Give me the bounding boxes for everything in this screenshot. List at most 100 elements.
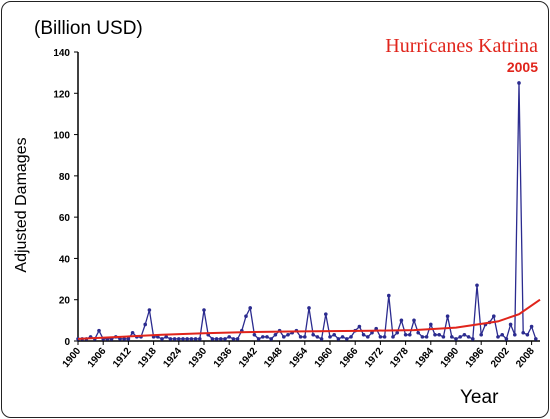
data-point: [517, 81, 521, 85]
data-point: [534, 337, 538, 341]
data-point: [454, 337, 458, 341]
data-point: [492, 314, 496, 319]
data-point: [261, 335, 265, 339]
data-point: [273, 333, 278, 337]
data-point: [185, 337, 189, 341]
data-point: [256, 337, 261, 341]
data-point: [387, 293, 391, 298]
x-tick-label: 1984: [413, 346, 436, 370]
trend-line: [77, 298, 541, 340]
damages-line: [78, 82, 537, 341]
y-tick-label: 80: [59, 172, 71, 183]
data-point: [361, 333, 366, 337]
x-tick-label: 1978: [388, 346, 411, 370]
y-axis-label: Adjusted Damages: [13, 137, 30, 272]
y-tick-label: 20: [59, 296, 71, 307]
data-point: [357, 324, 362, 329]
data-point: [122, 337, 126, 341]
x-tick-label: 1948: [262, 346, 285, 370]
data-point: [118, 337, 122, 341]
x-tick-label: 1912: [111, 346, 134, 370]
x-tick-label: 1900: [61, 346, 84, 370]
data-point: [244, 314, 248, 319]
y-tick-label: 120: [53, 89, 70, 100]
data-point: [399, 318, 404, 323]
data-point: [223, 337, 227, 341]
data-point: [508, 322, 513, 327]
data-point: [319, 337, 324, 341]
data-point: [424, 335, 429, 339]
y-tick-label: 40: [59, 254, 71, 265]
data-point: [311, 333, 316, 337]
data-point: [160, 337, 164, 341]
data-point: [219, 337, 223, 341]
data-point: [378, 335, 383, 339]
data-point: [349, 335, 353, 339]
data-point: [462, 333, 467, 337]
data-point: [403, 333, 408, 337]
data-point: [202, 308, 206, 312]
data-point: [307, 306, 311, 310]
y-tick-label: 0: [64, 337, 70, 348]
data-point: [315, 335, 320, 339]
data-point: [345, 337, 349, 341]
data-point: [193, 337, 198, 341]
x-tick-label: 1924: [161, 346, 184, 370]
data-point: [126, 337, 131, 341]
data-point: [529, 324, 534, 329]
x-tick-label: 2002: [489, 346, 512, 370]
data-point: [450, 335, 454, 339]
unit-label: (Billion USD): [34, 18, 143, 39]
data-point: [172, 337, 177, 341]
data-point: [189, 337, 194, 341]
data-point: [420, 335, 425, 339]
x-tick-label: 1930: [187, 346, 210, 370]
data-point: [340, 335, 345, 339]
annotation-title: Hurricanes Katrina: [385, 35, 538, 57]
data-point: [441, 335, 446, 339]
x-tick-label: 1942: [237, 346, 260, 370]
data-point: [177, 337, 181, 341]
data-point: [395, 330, 400, 335]
data-point: [445, 314, 450, 319]
x-tick-label: 1960: [313, 346, 336, 370]
data-point: [298, 335, 303, 339]
data-point: [168, 337, 173, 341]
data-point: [164, 335, 168, 339]
data-point: [147, 308, 152, 312]
data-point: [525, 333, 530, 337]
data-point: [366, 335, 370, 339]
data-point: [97, 328, 101, 333]
y-tick-label: 140: [53, 48, 70, 59]
y-tick-label: 60: [59, 213, 71, 224]
data-point: [479, 333, 484, 337]
data-point: [265, 335, 269, 339]
data-point: [496, 335, 500, 339]
x-tick-label: 2008: [514, 346, 537, 370]
data-point: [475, 283, 479, 288]
data-point: [370, 330, 374, 335]
x-tick-label: 1954: [287, 346, 310, 370]
data-point: [130, 330, 135, 335]
x-axis-label: Year: [460, 387, 499, 408]
data-point: [437, 333, 442, 337]
data-point: [332, 333, 337, 337]
data-point: [181, 337, 185, 341]
data-point: [214, 337, 219, 341]
y-tick-label: 100: [53, 131, 70, 142]
data-point: [521, 330, 525, 335]
x-tick-label: 1936: [212, 346, 235, 370]
data-point: [408, 333, 412, 337]
data-point: [210, 337, 215, 341]
data-point: [429, 322, 433, 327]
data-point: [143, 322, 147, 327]
x-tick-label: 1990: [439, 346, 462, 370]
data-point: [231, 337, 236, 341]
data-point: [382, 335, 387, 339]
x-tick-label: 1996: [464, 346, 487, 370]
x-tick-label: 1966: [338, 346, 361, 370]
data-point: [412, 318, 416, 323]
x-tick-label: 1906: [86, 346, 109, 370]
